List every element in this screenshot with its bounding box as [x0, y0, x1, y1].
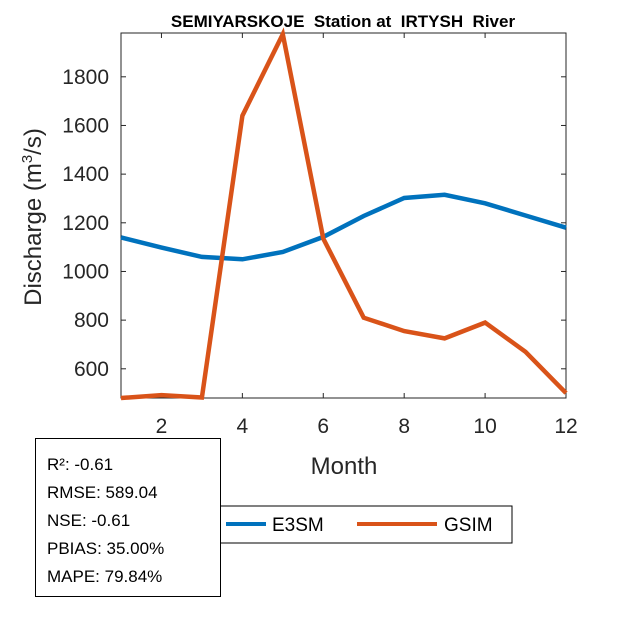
- y-tick-label: 600: [74, 358, 109, 381]
- stats-box: R²: -0.61 RMSE: 589.04 NSE: -0.61 PBIAS:…: [35, 438, 221, 597]
- legend-label-gsim: GSIM: [444, 515, 493, 536]
- x-axis-label: Month: [311, 453, 378, 480]
- x-axis-ticks: 2 4 6 8 10 12: [156, 33, 578, 438]
- x-tick-label: 2: [156, 415, 168, 438]
- y-axis-label-end: /s): [20, 128, 47, 155]
- y-tick-label: 1400: [62, 163, 109, 186]
- stat-pbias: PBIAS: 35.00%: [47, 539, 165, 558]
- series-line-e3sm: [120, 192, 567, 262]
- y-tick-label: 1800: [62, 66, 109, 89]
- x-tick-label: 12: [554, 415, 577, 438]
- stat-rmse: RMSE: 589.04: [47, 483, 158, 502]
- stat-mape: MAPE: 79.84%: [47, 567, 163, 586]
- y-axis-label: Discharge (m3/s): [19, 128, 47, 306]
- y-tick-label: 1600: [62, 114, 109, 137]
- y-axis-label-main: Discharge (m: [20, 163, 47, 306]
- x-tick-label: 10: [473, 415, 496, 438]
- legend-label-e3sm: E3SM: [272, 515, 324, 536]
- y-tick-label: 1200: [62, 212, 109, 235]
- y-tick-label: 1000: [62, 260, 109, 283]
- stat-nse: NSE: -0.61: [47, 511, 131, 530]
- y-tick-label: 800: [74, 309, 109, 332]
- legend: E3SM GSIM: [199, 505, 513, 544]
- y-axis-ticks: 600 800 1000 1200 1400 1600 1800: [62, 66, 566, 381]
- x-tick-label: 8: [398, 415, 410, 438]
- series-lines: [120, 27, 568, 401]
- y-axis-label-superscript: 3: [19, 155, 36, 163]
- x-tick-label: 6: [317, 415, 329, 438]
- chart-title: SEMIYARSKOJE Station at IRTYSH River: [171, 12, 516, 31]
- x-tick-label: 4: [237, 415, 249, 438]
- plot-area: [120, 32, 567, 399]
- series-line-gsim: [120, 27, 568, 401]
- stat-r2: R²: -0.61: [47, 455, 114, 474]
